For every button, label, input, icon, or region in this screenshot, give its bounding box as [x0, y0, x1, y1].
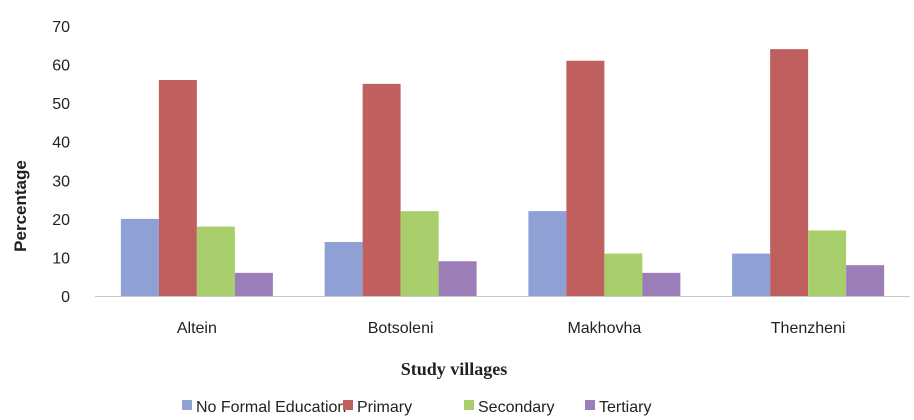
bar-tertiary-thenzheni — [846, 265, 885, 296]
legend-swatch — [464, 400, 474, 410]
legend-label: Primary — [357, 399, 412, 416]
y-axis-ticks: 0 10 20 30 40 50 60 70 — [52, 19, 70, 306]
bar-tertiary-makhovha — [642, 272, 681, 296]
bar-no-formal-education-makhovha — [528, 211, 567, 296]
y-tick-label: 40 — [52, 135, 70, 152]
bar-secondary-thenzheni — [808, 230, 847, 296]
bar-tertiary-botsoleni — [438, 261, 477, 296]
bars-group — [120, 49, 885, 297]
bar-tertiary-altein — [234, 272, 273, 296]
legend-label: Secondary — [478, 399, 555, 416]
bar-secondary-altein — [196, 226, 235, 296]
bar-secondary-makhovha — [604, 253, 643, 296]
bar-primary-thenzheni — [770, 49, 809, 297]
category-label: Altein — [177, 320, 217, 337]
y-tick-label: 60 — [52, 58, 70, 75]
x-axis-title: Study villages — [401, 359, 508, 379]
y-tick-label: 70 — [52, 19, 70, 36]
y-axis-title: Percentage — [11, 160, 30, 252]
bar-primary-makhovha — [566, 60, 605, 296]
legend-swatch — [182, 400, 192, 410]
y-tick-label: 10 — [52, 250, 70, 267]
legend: No Formal Education Primary Secondary Terti… — [182, 399, 651, 416]
y-tick-label: 20 — [52, 212, 70, 229]
bar-no-formal-education-altein — [120, 218, 159, 296]
category-labels: Altein Botsoleni Makhovha Thenzheni — [177, 320, 846, 337]
legend-label: No Formal Education — [196, 399, 346, 416]
category-label: Makhovha — [567, 320, 641, 337]
bar-secondary-botsoleni — [400, 211, 439, 296]
legend-swatch — [585, 400, 595, 410]
legend-label: Tertiary — [599, 399, 651, 416]
y-tick-label: 30 — [52, 173, 70, 190]
category-label: Botsoleni — [368, 320, 434, 337]
legend-swatch — [343, 400, 353, 410]
bar-no-formal-education-botsoleni — [324, 242, 363, 296]
category-label: Thenzheni — [771, 320, 846, 337]
bar-primary-botsoleni — [362, 83, 401, 296]
bar-primary-altein — [158, 80, 197, 296]
y-tick-label: 50 — [52, 96, 70, 113]
y-tick-label: 0 — [61, 289, 70, 306]
bar-no-formal-education-thenzheni — [732, 253, 771, 296]
